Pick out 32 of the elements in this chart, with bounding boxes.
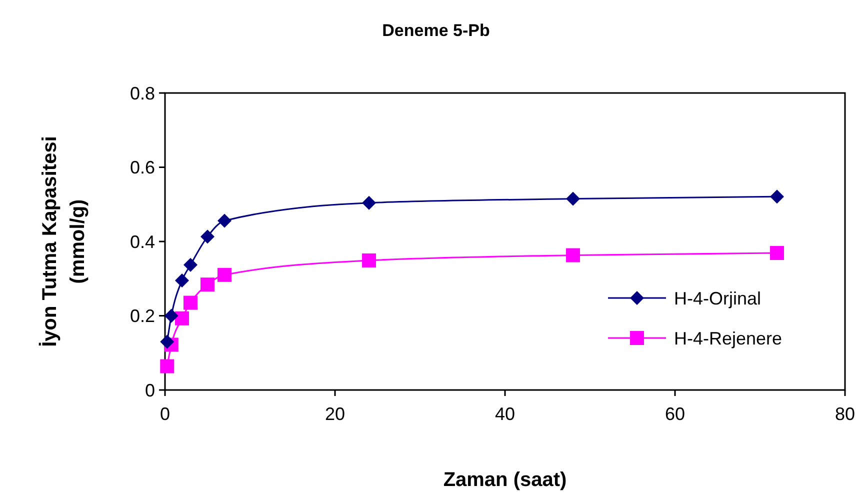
point: [175, 273, 189, 288]
point: [362, 253, 376, 268]
point: [218, 268, 232, 282]
point: [218, 214, 232, 228]
x-tick-label: 20: [324, 404, 346, 424]
y-axis-title: İyon Tutma Kapasitesi (mmol/g): [38, 136, 89, 347]
x-tick-label: 60: [664, 404, 686, 424]
legend-label: H-4-Orjinal: [674, 288, 762, 308]
y-tick-label: 0.8: [130, 83, 155, 104]
y-tick-label: 0: [144, 380, 155, 400]
y-tick-label: 0.2: [130, 306, 155, 326]
point: [200, 278, 214, 292]
point: [160, 334, 174, 349]
point: [566, 248, 580, 262]
point: [200, 230, 214, 244]
point: [362, 196, 376, 210]
x-tick-label: 40: [494, 404, 516, 424]
x-tick-label: 0: [160, 404, 170, 424]
point: [175, 311, 189, 326]
y-tick-label: 0.6: [130, 158, 155, 178]
point: [770, 190, 784, 204]
legend-label: H-4-Rejenere: [674, 328, 782, 348]
point: [770, 246, 784, 260]
point: [184, 296, 198, 310]
chart-title: Deneme 5-Pb: [382, 21, 490, 40]
y-tick-label: 0.4: [130, 232, 155, 252]
point: [160, 359, 174, 374]
point: [566, 192, 580, 206]
x-axis-title: Zaman (saat): [443, 469, 567, 491]
x-tick-label: 80: [834, 404, 856, 424]
point: [164, 308, 178, 323]
point: [184, 258, 198, 272]
